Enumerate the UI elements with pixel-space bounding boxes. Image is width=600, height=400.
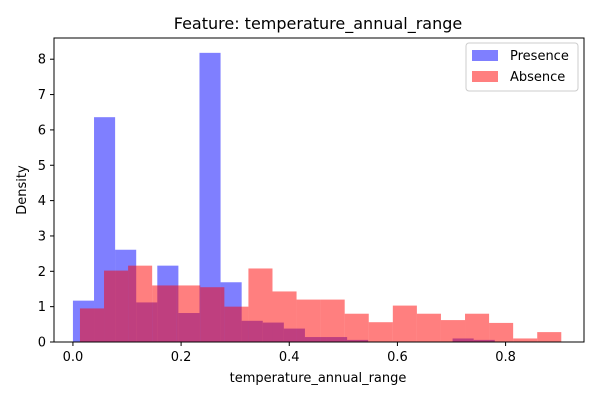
y-axis-label: Density xyxy=(15,165,30,215)
x-tick-label: 0.6 xyxy=(387,350,408,365)
bar-absence xyxy=(513,338,538,342)
bar-absence xyxy=(272,291,297,342)
bar-absence xyxy=(248,268,273,342)
legend: Presence Absence xyxy=(465,42,579,92)
legend-swatch-presence xyxy=(472,50,498,61)
series-absence xyxy=(79,265,562,342)
y-tick-label: 1 xyxy=(38,300,46,315)
y-tick-label: 6 xyxy=(38,123,46,138)
plot-frame xyxy=(53,37,585,343)
y-tick-label: 5 xyxy=(38,159,46,174)
x-tick-label: 0.4 xyxy=(279,350,300,365)
bar-absence xyxy=(537,332,562,342)
bar-absence xyxy=(104,270,129,342)
y-tick-label: 8 xyxy=(38,53,46,68)
bar-absence xyxy=(416,313,441,342)
bar-absence xyxy=(200,287,225,342)
y-tick-label: 7 xyxy=(38,88,46,103)
bar-absence xyxy=(128,265,153,342)
bar-absence xyxy=(489,322,514,342)
bar-absence xyxy=(152,285,177,342)
x-axis-ticks: 0.0 0.2 0.4 0.6 0.8 xyxy=(63,342,516,365)
x-tick-label: 0.2 xyxy=(171,350,192,365)
legend-swatch-absence xyxy=(472,71,498,82)
bar-absence xyxy=(176,285,201,342)
x-tick-label: 0.0 xyxy=(63,350,84,365)
y-tick-label: 2 xyxy=(38,265,46,280)
legend-label-absence: Absence xyxy=(510,70,565,85)
y-tick-label: 4 xyxy=(38,194,46,209)
bar-absence xyxy=(344,313,369,342)
bars-layer xyxy=(72,52,562,343)
y-tick-label: 3 xyxy=(38,229,46,244)
x-axis-label: temperature_annual_range xyxy=(230,371,407,386)
y-axis-ticks: 0 1 2 3 4 5 6 7 8 xyxy=(38,53,54,351)
y-tick-label: 0 xyxy=(38,336,46,351)
bar-absence xyxy=(368,322,393,342)
bar-absence xyxy=(320,299,345,342)
bar-absence xyxy=(392,305,417,342)
legend-label-presence: Presence xyxy=(510,49,569,64)
chart-title: Feature: temperature_annual_range xyxy=(174,14,463,34)
bar-absence xyxy=(79,308,105,342)
bar-presence xyxy=(199,52,221,343)
bar-absence xyxy=(465,313,490,342)
bar-absence xyxy=(440,320,466,342)
x-tick-label: 0.8 xyxy=(495,350,516,365)
bar-absence xyxy=(224,306,249,342)
bar-absence xyxy=(296,299,321,342)
